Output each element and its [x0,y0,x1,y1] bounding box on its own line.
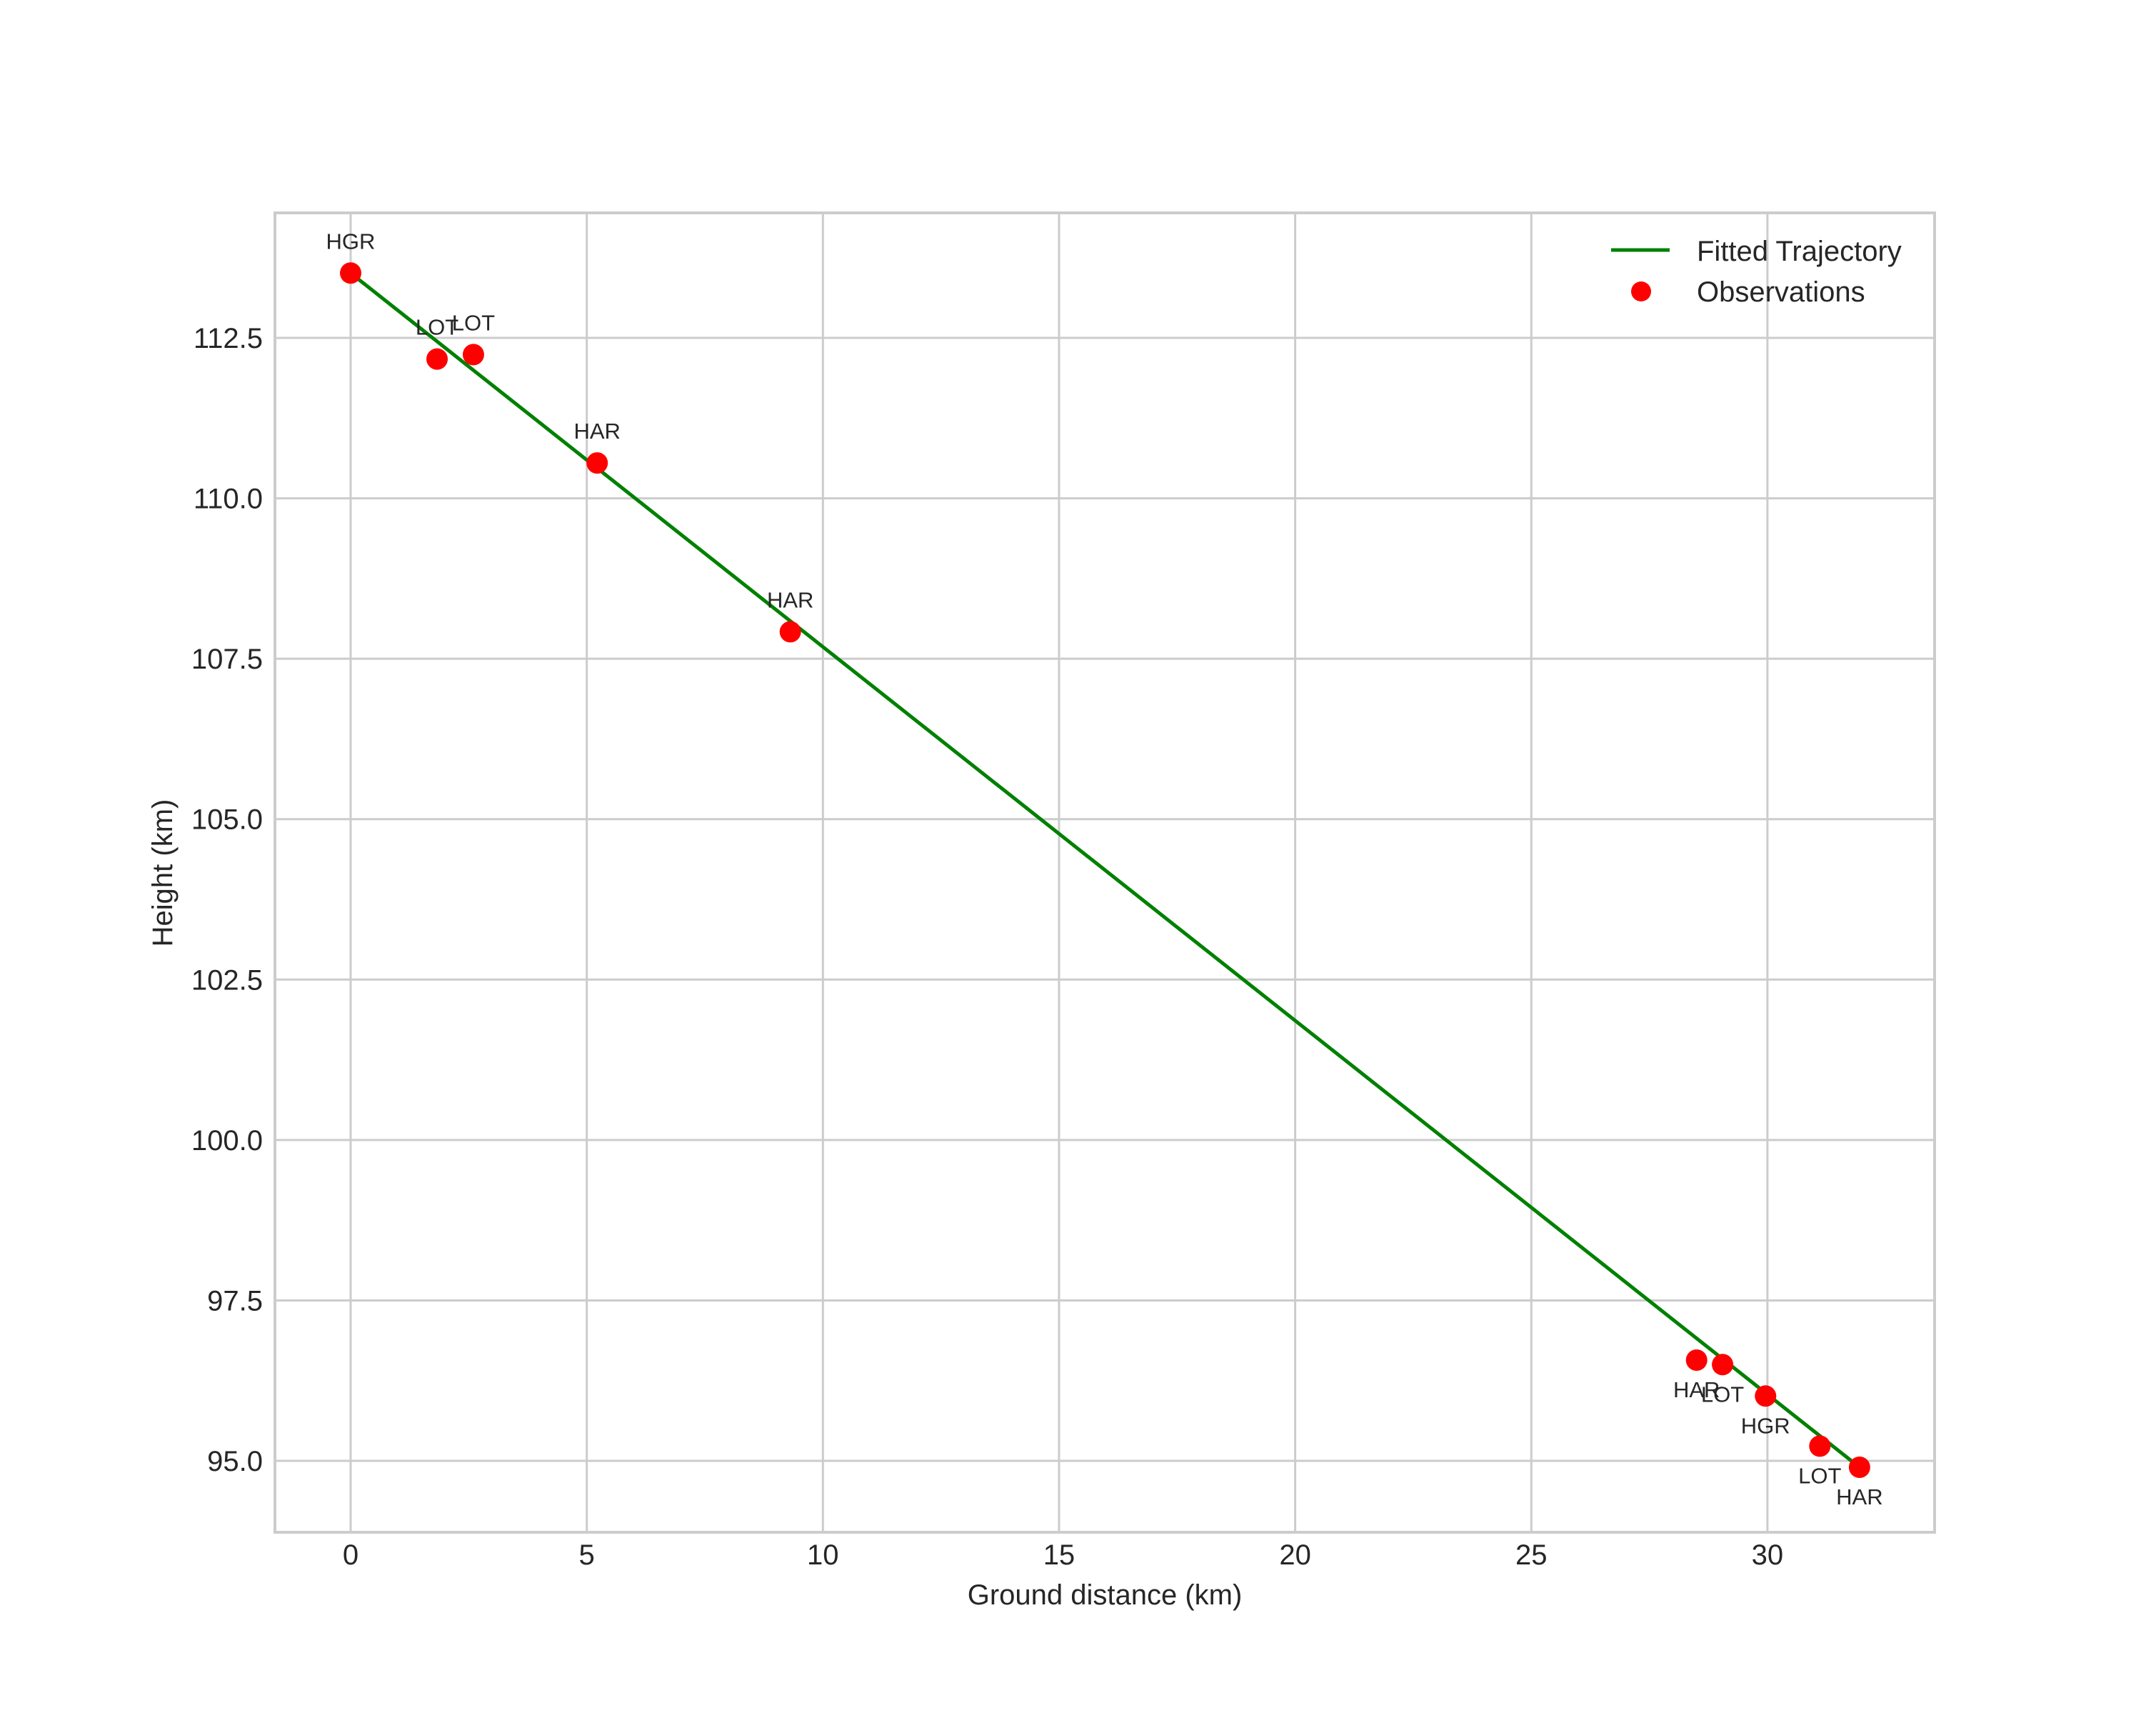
x-tick-label: 15 [1043,1539,1076,1571]
observation-point [1809,1435,1831,1457]
x-tick-label: 20 [1279,1539,1311,1571]
legend-dot-icon [1631,281,1651,301]
station-label: HAR [573,419,620,444]
x-tick-label: 25 [1515,1539,1548,1571]
station-label: HGR [1741,1413,1790,1438]
y-tick-label: 102.5 [191,964,263,996]
y-tick-label: 95.0 [207,1446,263,1477]
station-label: LOT [452,310,495,335]
plot-series [340,262,1870,1479]
x-axis-ticks: 0 5 10 15 20 25 30 [343,1539,1783,1571]
station-label: HAR [1836,1484,1882,1509]
observation-point [340,262,361,284]
y-axis-ticks: 95.0 97.5 100.0 102.5 105.0 107.5 110.0 112.5 [191,323,263,1477]
y-axis-label: Height (km) [147,799,179,947]
y-tick-label: 112.5 [194,323,263,354]
x-tick-label: 5 [579,1539,595,1571]
x-tick-label: 10 [807,1539,839,1571]
y-tick-label: 110.0 [194,484,263,515]
fitted-trajectory-line [349,271,1861,1469]
observation-point [586,452,608,474]
observation-point [426,348,448,370]
legend: Fitted Trajectory Observations [1611,236,1902,308]
observation-point [1848,1457,1870,1479]
station-label: HGR [326,229,376,254]
y-tick-label: 107.5 [191,644,263,675]
observation-point [1755,1385,1777,1407]
station-label: HAR [1673,1377,1720,1402]
station-label: LOT [1701,1382,1744,1407]
x-tick-label: 30 [1752,1539,1784,1571]
x-tick-label: 0 [343,1539,359,1571]
observation-point [779,621,801,643]
y-tick-label: 105.0 [191,804,263,836]
plot-area-frame [274,211,1936,1534]
station-label: HAR [767,587,813,612]
y-tick-label: 97.5 [207,1285,263,1317]
legend-label-fitted-trajectory: Fitted Trajectory [1697,236,1902,267]
observation-point [1685,1349,1708,1371]
legend-label-observations: Observations [1697,276,1865,308]
grid-lines [275,213,1935,1532]
x-axis-label: Ground distance (km) [968,1579,1243,1611]
y-tick-label: 100.0 [191,1125,263,1157]
observation-point [462,344,484,366]
observation-point [1712,1354,1734,1376]
station-label: LOT [416,315,458,340]
station-label: LOT [1798,1463,1841,1488]
